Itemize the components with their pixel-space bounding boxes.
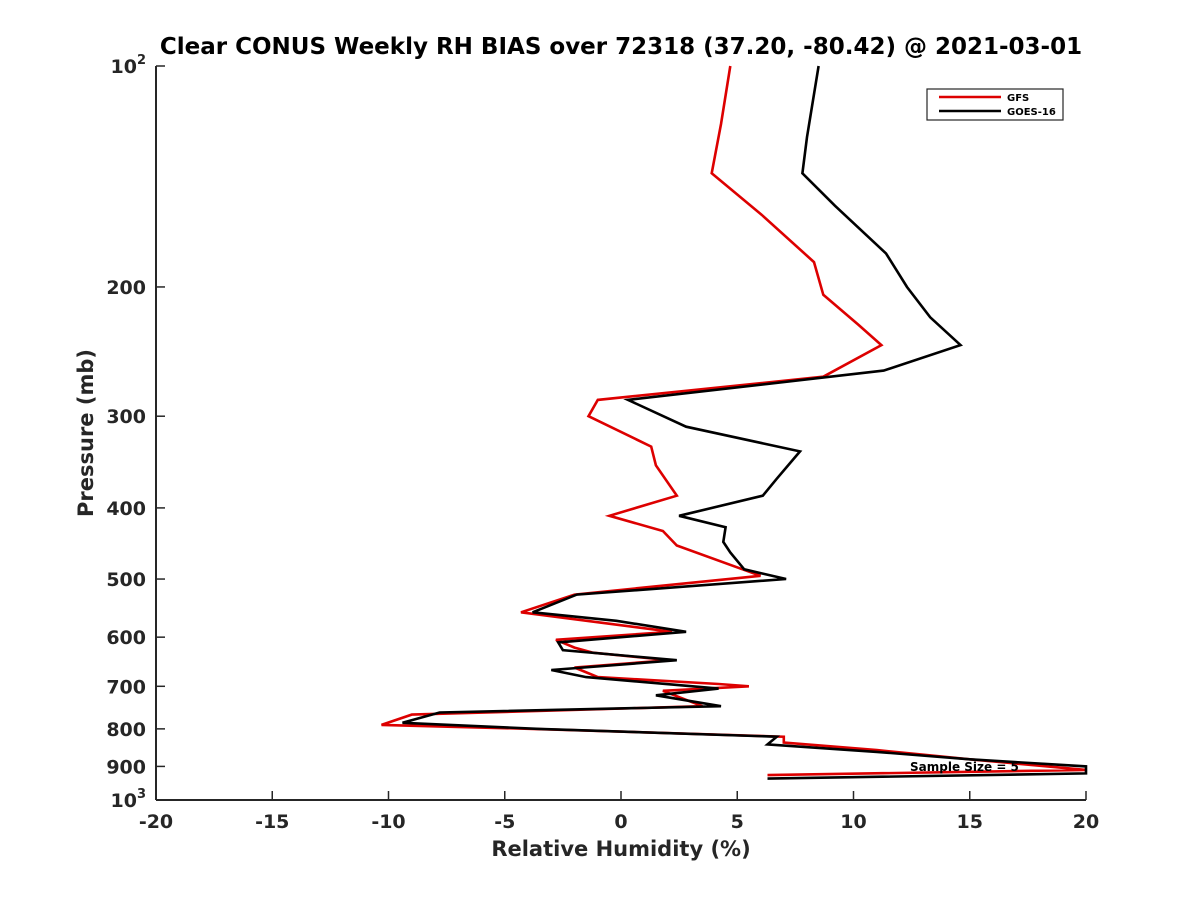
y-tick-label: 300 <box>106 406 146 428</box>
y-ticks: 102 200 300 400 500 600 700 800 900 103 <box>106 53 165 812</box>
y-tick-label: 600 <box>106 627 146 649</box>
y-tick-label: 800 <box>106 719 146 741</box>
x-tick-label: 15 <box>957 811 983 833</box>
x-tick-label: -10 <box>371 811 405 833</box>
x-tick-label: -20 <box>139 811 173 833</box>
x-tick-label: 20 <box>1073 811 1099 833</box>
legend: GFS GOES-16 <box>926 88 1064 121</box>
legend-box <box>926 88 1064 121</box>
sample-size-annotation: Sample Size = 5 <box>910 760 1019 774</box>
y-tick-label: 700 <box>106 676 146 698</box>
x-tick-label: 0 <box>614 811 627 833</box>
legend-label-gfs: GFS <box>1007 93 1029 104</box>
y-axis-title: Pressure (mb) <box>74 349 98 517</box>
y-tick-label: 200 <box>106 277 146 299</box>
x-ticks: -20 -15 -10 -5 0 5 10 15 20 <box>139 791 1099 833</box>
y-tick-label: 103 <box>111 787 147 812</box>
series-line-goes-16 <box>402 65 1088 780</box>
legend-label-goes-16: GOES-16 <box>1007 107 1056 118</box>
y-tick-label: 400 <box>106 498 146 520</box>
x-tick-label: 10 <box>840 811 866 833</box>
x-tick-label: -5 <box>494 811 515 833</box>
y-tick-label: 500 <box>106 569 146 591</box>
y-tick-label: 102 <box>111 53 147 78</box>
chart-title: Clear CONUS Weekly RH BIAS over 72318 (3… <box>160 34 1082 60</box>
x-tick-label: 5 <box>731 811 744 833</box>
x-tick-label: -15 <box>255 811 289 833</box>
series-line-gfs <box>381 65 1087 777</box>
x-axis-title: Relative Humidity (%) <box>491 837 750 861</box>
series-group <box>381 65 1088 780</box>
y-tick-label: 900 <box>106 756 146 778</box>
